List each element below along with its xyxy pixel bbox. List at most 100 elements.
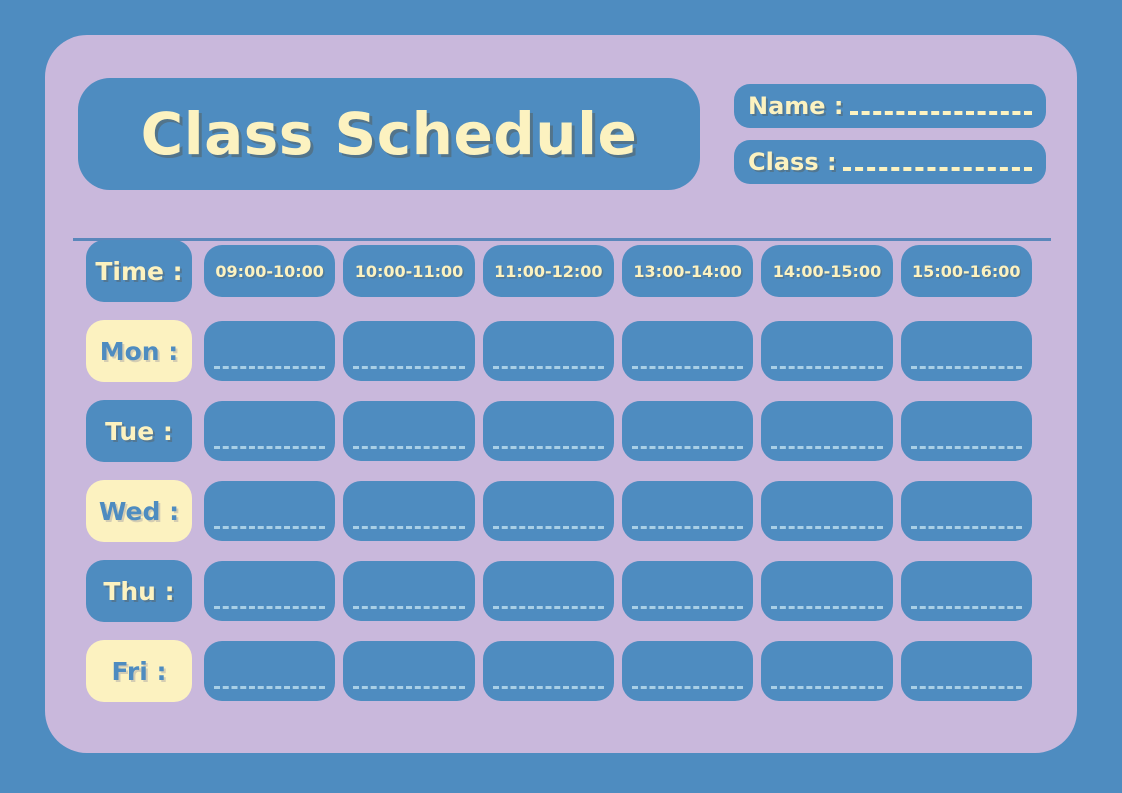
cell-wed-2[interactable] <box>482 481 614 541</box>
cell-wed-1[interactable] <box>343 481 475 541</box>
cell-fri-4[interactable] <box>761 641 893 701</box>
cell-wed-3[interactable] <box>621 481 754 541</box>
cell-tue-2-writing-line <box>492 446 604 449</box>
cell-tue-4-writing-line <box>771 446 883 449</box>
cell-thu-0[interactable] <box>204 561 336 621</box>
cell-mon-0[interactable] <box>204 321 336 381</box>
cell-tue-2[interactable] <box>482 401 614 461</box>
time-slot-2-text: 11:00-12:00 <box>494 261 603 281</box>
name-field[interactable]: Name : <box>734 84 1046 128</box>
cell-tue-5-writing-line <box>910 446 1022 449</box>
name-field-writing-line[interactable] <box>849 111 1032 115</box>
cell-thu-5[interactable] <box>900 561 1032 621</box>
cell-tue-0-writing-line <box>214 446 326 449</box>
cell-mon-5-writing-line <box>910 366 1022 369</box>
time-slot-4-text: 14:00-15:00 <box>772 261 882 281</box>
cell-mon-3-writing-line <box>631 366 744 369</box>
page-title: Class Schedule <box>140 100 638 168</box>
cell-mon-2-writing-line <box>492 366 604 369</box>
cell-wed-4-writing-line <box>771 526 883 529</box>
day-row-wed: Wed : <box>86 471 1036 551</box>
day-label-wed-text: Wed : <box>98 496 180 526</box>
time-slot-1: 10:00-11:00 <box>343 245 475 297</box>
class-field-label: Class : <box>748 148 837 176</box>
cell-thu-3[interactable] <box>621 561 754 621</box>
cell-fri-3-writing-line <box>631 686 744 689</box>
cell-mon-2[interactable] <box>482 321 614 381</box>
cell-tue-5[interactable] <box>900 401 1032 461</box>
time-label-text: Time : <box>95 256 183 286</box>
time-slot-0: 09:00-10:00 <box>204 245 336 297</box>
day-label-tue-text: Tue : <box>105 416 173 446</box>
day-label-tue: Tue : <box>86 400 192 462</box>
class-field-writing-line[interactable] <box>842 167 1032 171</box>
cell-wed-5-writing-line <box>910 526 1022 529</box>
cell-mon-4-writing-line <box>771 366 883 369</box>
cell-fri-5-writing-line <box>910 686 1022 689</box>
time-slot-5-text: 15:00-16:00 <box>912 261 1021 281</box>
time-header-row: Time : 09:00-10:00 10:00-11:00 11:00-12:… <box>86 231 1036 311</box>
name-field-label: Name : <box>748 92 844 120</box>
cell-fri-2-writing-line <box>492 686 604 689</box>
time-slot-0-text: 09:00-10:00 <box>215 261 324 281</box>
schedule-grid: Time : 09:00-10:00 10:00-11:00 11:00-12:… <box>86 231 1036 711</box>
cell-wed-2-writing-line <box>492 526 604 529</box>
cell-thu-1-writing-line <box>353 606 465 609</box>
cell-mon-1[interactable] <box>343 321 475 381</box>
cell-fri-1[interactable] <box>343 641 475 701</box>
day-row-fri: Fri : <box>86 631 1036 711</box>
cell-thu-5-writing-line <box>910 606 1022 609</box>
header: Class Schedule Name : Class : <box>78 78 1046 196</box>
cell-fri-1-writing-line <box>353 686 465 689</box>
day-cells-wed <box>200 481 1036 541</box>
cell-thu-2-writing-line <box>492 606 604 609</box>
title-banner: Class Schedule <box>78 78 700 190</box>
time-slot-2: 11:00-12:00 <box>482 245 614 297</box>
cell-fri-5[interactable] <box>900 641 1032 701</box>
day-cells-thu <box>200 561 1036 621</box>
cell-thu-1[interactable] <box>343 561 475 621</box>
cell-wed-0[interactable] <box>204 481 336 541</box>
time-slot-list: 09:00-10:00 10:00-11:00 11:00-12:00 13:0… <box>200 245 1036 297</box>
cell-tue-4[interactable] <box>761 401 893 461</box>
day-label-mon: Mon : <box>86 320 192 382</box>
cell-tue-3[interactable] <box>621 401 754 461</box>
time-slot-3: 13:00-14:00 <box>621 245 754 297</box>
cell-mon-0-writing-line <box>214 366 326 369</box>
cell-mon-5[interactable] <box>900 321 1032 381</box>
cell-wed-4[interactable] <box>761 481 893 541</box>
cell-mon-3[interactable] <box>621 321 754 381</box>
cell-tue-0[interactable] <box>204 401 336 461</box>
class-field[interactable]: Class : <box>734 140 1046 184</box>
cell-mon-1-writing-line <box>353 366 465 369</box>
cell-fri-4-writing-line <box>771 686 883 689</box>
day-cells-tue <box>200 401 1036 461</box>
day-label-fri: Fri : <box>86 640 192 702</box>
day-row-mon: Mon : <box>86 311 1036 391</box>
cell-fri-3[interactable] <box>621 641 754 701</box>
time-slot-4: 14:00-15:00 <box>761 245 893 297</box>
cell-wed-5[interactable] <box>900 481 1032 541</box>
day-row-thu: Thu : <box>86 551 1036 631</box>
day-label-mon-text: Mon : <box>99 336 179 366</box>
cell-fri-2[interactable] <box>482 641 614 701</box>
day-label-thu-text: Thu : <box>103 576 175 606</box>
cell-thu-3-writing-line <box>631 606 744 609</box>
time-header-label: Time : <box>86 240 192 302</box>
cell-thu-0-writing-line <box>214 606 326 609</box>
cell-tue-1[interactable] <box>343 401 475 461</box>
time-slot-3-text: 13:00-14:00 <box>633 261 742 281</box>
cell-thu-2[interactable] <box>482 561 614 621</box>
cell-wed-1-writing-line <box>353 526 465 529</box>
cell-tue-3-writing-line <box>631 446 744 449</box>
time-slot-5: 15:00-16:00 <box>900 245 1032 297</box>
day-label-fri-text: Fri : <box>111 656 167 686</box>
cell-mon-4[interactable] <box>761 321 893 381</box>
cell-wed-0-writing-line <box>214 526 326 529</box>
identity-fields: Name : Class : <box>734 84 1046 196</box>
cell-wed-3-writing-line <box>631 526 744 529</box>
day-cells-fri <box>200 641 1036 701</box>
cell-fri-0[interactable] <box>204 641 336 701</box>
cell-thu-4[interactable] <box>761 561 893 621</box>
day-label-wed: Wed : <box>86 480 192 542</box>
